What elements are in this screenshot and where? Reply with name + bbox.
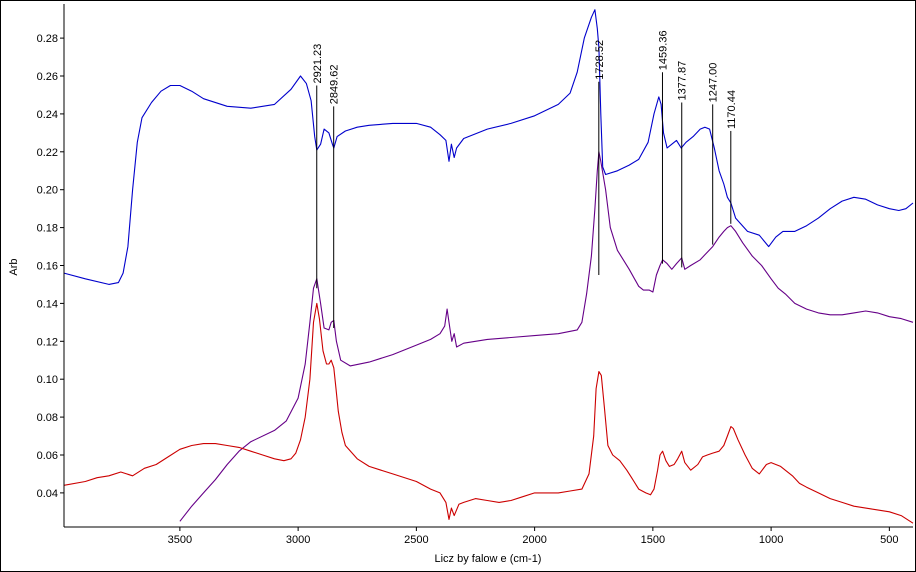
- x-axis-title: Licz by falow e (cm-1): [435, 553, 542, 565]
- peak-label: 1728.52: [594, 40, 606, 80]
- series-line-red: [63, 302, 914, 524]
- y-tick-label: 0.24: [37, 109, 58, 121]
- x-tick-label: 3500: [168, 534, 192, 546]
- peak-label: 1459.36: [658, 30, 670, 70]
- peak-label: 1377.87: [677, 61, 689, 101]
- y-tick-label: 0.06: [37, 450, 58, 462]
- y-tick-label: 0.04: [37, 488, 58, 500]
- peak-markers: 2921.23 2849.62 1728.52 1459.36 1377.87 1247.…: [312, 30, 738, 329]
- peak-label: 1170.44: [726, 90, 738, 129]
- y-tick-label: 0.14: [37, 298, 58, 310]
- y-axis: 0.04 0.06 0.08 0.10 0.12 0.14 0.16 0.18 0.20 0.22…: [37, 33, 64, 500]
- peak-label: 2921.23: [312, 44, 324, 84]
- y-tick-label: 0.12: [37, 336, 58, 348]
- series-layer: [63, 9, 914, 524]
- y-tick-label: 0.28: [37, 33, 58, 45]
- series-line-purple: [179, 151, 914, 522]
- x-tick-label: 3000: [286, 534, 310, 546]
- series-line-blue: [63, 9, 914, 285]
- peak-label: 2849.62: [329, 65, 341, 105]
- y-tick-label: 0.26: [37, 71, 58, 83]
- y-tick-label: 0.08: [37, 412, 58, 424]
- y-tick-label: 0.10: [37, 374, 58, 386]
- x-tick-label: 2000: [522, 534, 546, 546]
- x-tick-label: 1500: [641, 534, 665, 546]
- x-tick-label: 1000: [759, 534, 783, 546]
- y-tick-label: 0.16: [37, 261, 58, 273]
- x-tick-label: 500: [880, 534, 898, 546]
- y-tick-label: 0.22: [37, 147, 58, 159]
- y-axis-title: Arb: [8, 258, 20, 275]
- y-tick-label: 0.18: [37, 223, 58, 235]
- y-tick-label: 0.20: [37, 185, 58, 197]
- x-axis: 3500 3000 2500 2000 1500 1000 500: [168, 527, 899, 546]
- plot-area: [64, 4, 913, 527]
- peak-label: 1247.00: [708, 63, 720, 103]
- x-tick-label: 2500: [404, 534, 428, 546]
